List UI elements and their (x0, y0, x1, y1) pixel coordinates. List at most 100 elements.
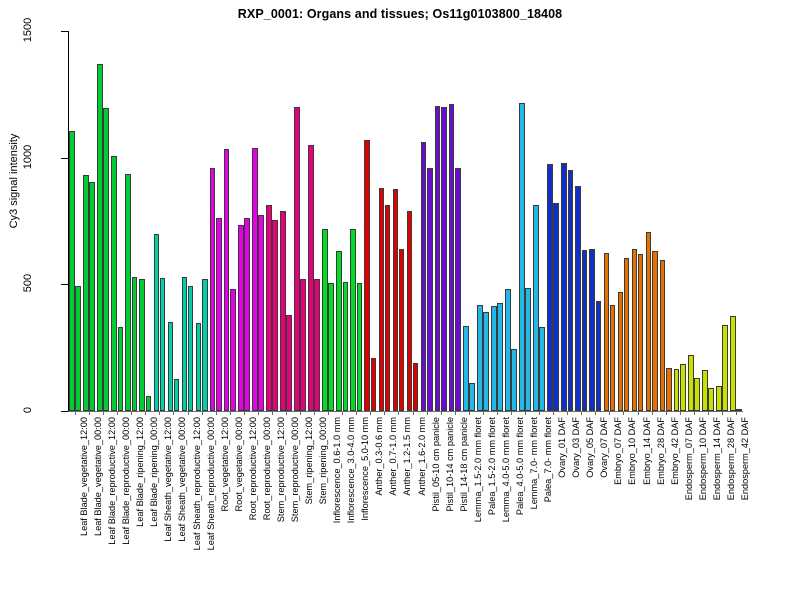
bar (631, 248, 638, 411)
bar (139, 279, 146, 411)
x-tick-label: Leaf Sheath_vegetative_12:00 (163, 417, 174, 542)
x-tick-label: Stem_reproductive_12:00 (275, 417, 286, 523)
bar (173, 379, 180, 411)
x-tick-mark (454, 411, 456, 415)
bar (412, 362, 419, 411)
x-tick-label: Palea_4.0-5.0 mm floret (514, 417, 525, 516)
bar (694, 378, 700, 411)
x-tick-mark (510, 411, 512, 415)
bar (398, 248, 405, 411)
x-tick-label: Inflorescence_3.0-4.0 mm (346, 417, 357, 524)
x-axis-line (68, 411, 743, 412)
x-tick-mark (665, 411, 667, 415)
x-tick-mark (651, 411, 653, 415)
bar (406, 210, 413, 411)
bar (181, 276, 188, 411)
x-tick-mark (314, 411, 316, 415)
y-tick-mark (61, 411, 68, 412)
x-tick-label: Root_vegetative_00:00 (233, 417, 244, 512)
x-tick-label: Anther_0.3-0.6 mm (374, 417, 385, 496)
x-tick-mark (257, 411, 259, 415)
bar (491, 305, 497, 411)
bar (589, 248, 596, 411)
bar (426, 167, 433, 411)
bar (89, 181, 95, 411)
bar (736, 409, 742, 411)
bar (159, 278, 166, 411)
bar (237, 224, 244, 411)
bar (476, 304, 483, 411)
x-tick-mark (131, 411, 133, 415)
bar (505, 289, 511, 411)
bar (730, 316, 736, 411)
bar (75, 285, 81, 411)
x-tick-label: Anther_1.6-2.0 mm (416, 417, 427, 496)
bar (440, 107, 447, 411)
x-tick-label: Ovary_07 DAF (599, 417, 610, 478)
x-tick-label: Leaf Blade_ripening_00:00 (149, 417, 160, 527)
bar (722, 324, 728, 411)
x-tick-mark (468, 411, 470, 415)
bar (448, 104, 455, 411)
x-tick-label: Root_reproductive_12:00 (247, 417, 258, 521)
y-tick-label: 1000 (22, 144, 34, 169)
x-tick-label: Lemma_1.5-2.0 mm floret (472, 417, 483, 523)
bar (131, 276, 138, 411)
bar (111, 156, 117, 411)
bar (519, 103, 525, 411)
x-tick-mark (201, 411, 203, 415)
x-tick-label: Stem_ripening_00:00 (318, 417, 329, 505)
bar (378, 188, 385, 411)
bar (251, 147, 258, 411)
x-tick-mark (609, 411, 611, 415)
bar (69, 131, 75, 411)
chart-title: RXP_0001: Organs and tissues; Os11g01038… (237, 7, 563, 21)
x-tick-mark (384, 411, 386, 415)
bar (525, 288, 531, 411)
bar (83, 175, 89, 411)
bar (117, 327, 124, 411)
x-tick-mark (342, 411, 344, 415)
bar (392, 189, 399, 411)
x-tick-mark (412, 411, 414, 415)
x-tick-mark (285, 411, 287, 415)
x-tick-mark (215, 411, 217, 415)
bar (350, 228, 356, 411)
x-tick-label: Root_vegetative_12:00 (219, 417, 230, 512)
x-tick-mark (623, 411, 625, 415)
x-tick-label: Root_reproductive_00:00 (261, 417, 272, 521)
x-tick-mark (398, 411, 400, 415)
x-tick-mark (370, 411, 372, 415)
bar (308, 145, 314, 411)
bar (258, 214, 264, 411)
x-tick-label: Lemma_4.0-5.0 mm floret (500, 417, 511, 523)
x-tick-label: Endosperm_07 DAF (683, 417, 694, 501)
bar (567, 170, 574, 411)
y-tick-mark (61, 284, 68, 286)
x-tick-label: Leaf Blade_ripening_12:00 (135, 417, 146, 527)
bar (603, 252, 610, 411)
x-tick-mark (173, 411, 175, 415)
bar (645, 232, 652, 411)
bar (209, 167, 216, 411)
x-tick-label: Lemma_7.0- mm floret (529, 417, 540, 510)
bar (420, 142, 427, 411)
bar (364, 139, 371, 411)
bar (623, 257, 630, 411)
x-tick-label: Anther_0.7-1.0 mm (388, 417, 399, 496)
x-tick-label: Endosperm_10 DAF (697, 417, 708, 501)
x-tick-label: Stem_reproductive_00:00 (289, 417, 300, 523)
bar (673, 369, 680, 411)
bar (223, 148, 230, 411)
bar (167, 322, 174, 411)
x-tick-mark (75, 411, 77, 415)
bar (314, 279, 320, 411)
bar (701, 370, 708, 411)
bar (609, 304, 616, 411)
x-tick-mark (721, 411, 723, 415)
x-tick-mark (553, 411, 555, 415)
x-tick-label: Pistil_05-10 cm panicle (430, 417, 441, 512)
x-tick-mark (328, 411, 330, 415)
bar (462, 326, 469, 411)
